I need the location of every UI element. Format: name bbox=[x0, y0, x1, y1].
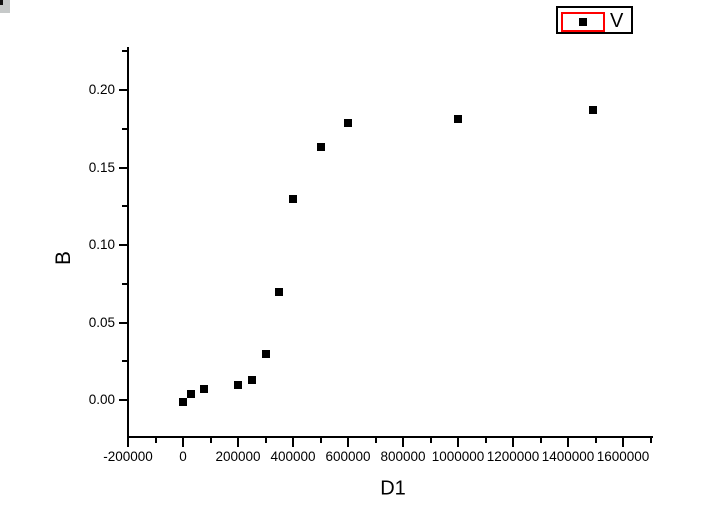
data-point-marker bbox=[179, 397, 187, 406]
x-axis-major-tick bbox=[512, 438, 514, 447]
data-point-marker bbox=[275, 287, 284, 296]
y-axis-tick-label: 0.15 bbox=[88, 159, 115, 175]
x-axis-minor-tick bbox=[264, 438, 267, 443]
y-axis-tick-label: 0.20 bbox=[88, 82, 115, 97]
x-axis-title: D1 bbox=[380, 477, 406, 500]
x-axis-tick-label: 1000000 bbox=[431, 449, 485, 464]
y-axis-minor-tick bbox=[122, 282, 127, 285]
y-axis-minor-tick bbox=[122, 205, 127, 208]
y-axis-major-tick bbox=[119, 166, 127, 169]
x-axis-minor-tick bbox=[209, 438, 212, 443]
x-axis-minor-tick bbox=[374, 438, 377, 443]
x-axis-major-tick bbox=[457, 438, 459, 447]
y-axis-major-tick bbox=[119, 244, 127, 246]
x-axis-tick-label: 200000 bbox=[215, 449, 261, 464]
legend-active-dataset-highlight bbox=[561, 12, 605, 32]
y-axis-major-tick bbox=[119, 89, 127, 91]
x-axis-tick-label: 400000 bbox=[270, 449, 316, 464]
data-point-marker bbox=[316, 143, 325, 152]
window-edge-fragment bbox=[0, 0, 10, 13]
x-axis-tick-label: 1600000 bbox=[596, 449, 650, 464]
x-axis-tick-label: 1200000 bbox=[486, 449, 540, 464]
x-axis-major-tick bbox=[237, 438, 239, 447]
x-axis-minor-tick bbox=[594, 438, 597, 443]
x-axis-major-tick bbox=[347, 438, 349, 447]
x-axis-major-tick bbox=[402, 438, 404, 447]
y-axis-major-tick bbox=[119, 321, 127, 324]
x-axis-line bbox=[127, 436, 653, 438]
y-axis-title: B bbox=[52, 250, 75, 266]
x-axis-tick-label: 800000 bbox=[380, 449, 426, 464]
x-axis-tick-label: 0 bbox=[179, 449, 187, 464]
x-axis-tick-label: 600000 bbox=[325, 449, 371, 464]
data-point-marker bbox=[289, 194, 297, 203]
x-axis-tick-label: 1400000 bbox=[541, 449, 595, 464]
data-point-marker bbox=[261, 349, 270, 358]
y-axis-minor-tick bbox=[122, 50, 127, 53]
data-point-marker bbox=[454, 115, 462, 124]
x-axis-major-tick bbox=[182, 438, 184, 447]
legend-series-label: V bbox=[610, 10, 624, 32]
data-point-marker bbox=[588, 106, 597, 115]
x-axis-minor-tick bbox=[539, 438, 542, 443]
y-axis-tick-label: 0.00 bbox=[88, 392, 115, 407]
x-axis-major-tick bbox=[622, 438, 624, 447]
y-axis-line bbox=[127, 47, 129, 438]
x-axis-minor-tick bbox=[154, 438, 157, 443]
x-axis-minor-tick bbox=[484, 438, 487, 443]
data-point-marker bbox=[234, 380, 242, 389]
y-axis-tick-label: 0.05 bbox=[88, 314, 115, 330]
y-axis-minor-tick bbox=[122, 360, 127, 363]
x-axis-major-tick bbox=[127, 438, 129, 447]
legend-square-marker-icon bbox=[579, 18, 587, 26]
y-axis-tick-label: 0.10 bbox=[88, 237, 115, 252]
x-axis-major-tick bbox=[292, 438, 294, 447]
x-axis-minor-tick bbox=[429, 438, 432, 443]
window-edge-fragment-corner bbox=[0, 0, 3, 5]
data-point-marker bbox=[199, 385, 208, 394]
x-axis-tick-label: -200000 bbox=[103, 449, 153, 464]
data-point-marker bbox=[187, 389, 196, 398]
legend-box: V bbox=[556, 6, 633, 34]
x-axis-minor-tick bbox=[319, 438, 322, 443]
x-axis-major-tick bbox=[567, 438, 569, 447]
data-point-marker bbox=[247, 375, 256, 384]
y-axis-major-tick bbox=[119, 399, 127, 401]
data-point-marker bbox=[344, 118, 352, 127]
x-axis-minor-tick bbox=[649, 438, 652, 443]
y-axis-minor-tick bbox=[122, 127, 127, 130]
